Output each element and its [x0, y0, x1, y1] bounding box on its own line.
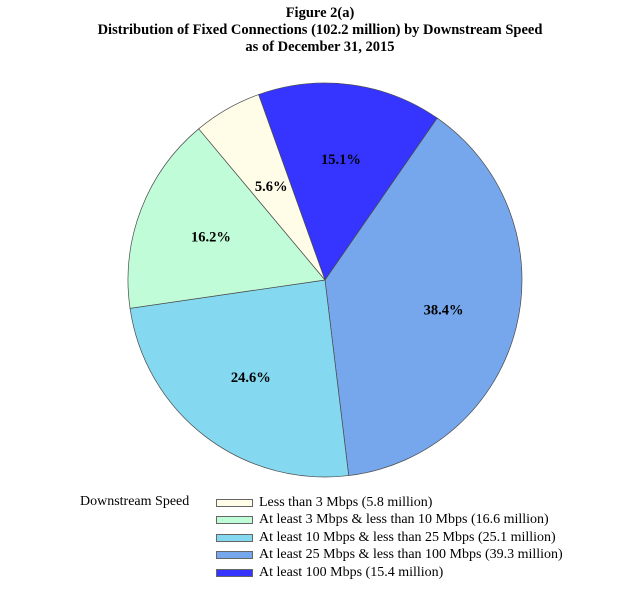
slice-value-label: 5.6% [255, 179, 288, 195]
legend-swatch [216, 498, 253, 507]
slice-value-label: 38.4% [424, 302, 464, 318]
legend-item: At least 3 Mbps & less than 10 Mbps (16.… [216, 512, 563, 530]
legend: Less than 3 Mbps (5.8 million) At least 3… [216, 494, 563, 582]
legend-label: Less than 3 Mbps (5.8 million) [259, 494, 433, 510]
legend-label: At least 10 Mbps & less than 25 Mbps (25… [259, 529, 556, 545]
legend-item: At least 100 Mbps (15.4 million) [216, 564, 563, 582]
legend-swatch [216, 516, 253, 525]
legend-title: Downstream Speed [80, 494, 190, 509]
pie-slice [258, 82, 438, 281]
legend-item: At least 10 Mbps & less than 25 Mbps (25… [216, 529, 563, 547]
slice-value-label: 16.2% [191, 229, 231, 245]
legend-item: Less than 3 Mbps (5.8 million) [216, 494, 563, 512]
chart-title: Figure 2(a) [285, 5, 355, 21]
chart-subtitle: Distribution of Fixed Connections (102.2… [97, 22, 543, 38]
pie-slice [129, 279, 350, 478]
slice-value-label: 24.6% [231, 370, 271, 386]
legend-swatch [216, 568, 253, 577]
pie-slice [324, 117, 523, 476]
pie-slice [127, 128, 326, 309]
chart-subtitle-date: as of December 31, 2015 [245, 39, 395, 55]
legend-swatch [216, 551, 253, 560]
slice-value-label: 15.1% [321, 152, 361, 168]
legend-swatch [216, 533, 253, 542]
pie-slice [198, 94, 326, 281]
legend-label: At least 25 Mbps & less than 100 Mbps (3… [259, 547, 563, 563]
legend-label: At least 3 Mbps & less than 10 Mbps (16.… [259, 512, 549, 528]
legend-label: At least 100 Mbps (15.4 million) [259, 564, 444, 580]
legend-item: At least 25 Mbps & less than 100 Mbps (3… [216, 547, 563, 565]
